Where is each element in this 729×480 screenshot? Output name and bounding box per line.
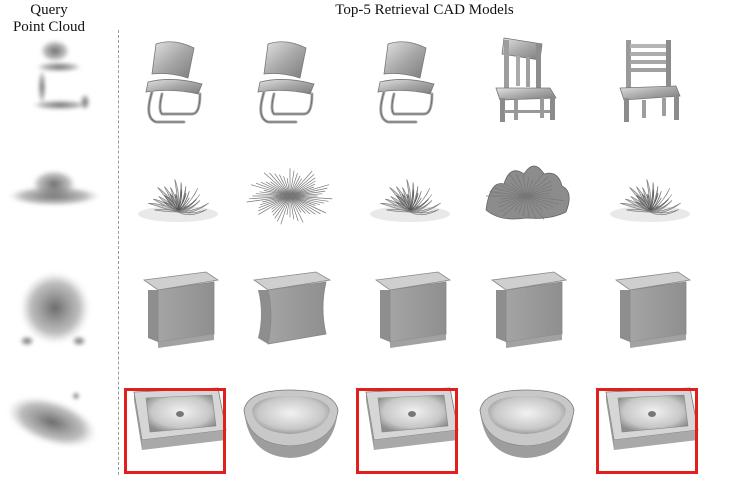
retrieved-leafy-plant-model	[122, 140, 234, 238]
retrieved-curved-dresser-model	[234, 258, 346, 356]
plant-point-cloud	[2, 140, 106, 238]
retrieved-slat-back-chair-model	[594, 30, 706, 128]
retrieved-cantilever-chair-model	[122, 30, 234, 128]
correct-match-highlight	[124, 388, 226, 474]
retrieved-leafy-plant-model	[354, 140, 466, 238]
retrieved-sink-model	[594, 370, 706, 468]
dresser-point-cloud	[2, 258, 106, 356]
query-column-title-line1: Query	[30, 2, 68, 18]
retrieved-dresser-model	[122, 258, 234, 356]
retrieved-spiky-plant-model	[234, 140, 346, 238]
retrieval-column-title: Top-5 Retrieval CAD Models	[335, 2, 514, 18]
correct-match-highlight	[356, 388, 458, 474]
retrieved-sink-model	[354, 370, 466, 468]
chair-point-cloud	[2, 30, 106, 128]
retrieved-sink-model	[122, 370, 234, 468]
retrieved-spindle-back-chair-model	[470, 30, 582, 128]
correct-match-highlight	[596, 388, 698, 474]
retrieved-cantilever-chair-model	[234, 30, 346, 128]
retrieved-dresser-model	[594, 258, 706, 356]
sink-point-cloud	[2, 370, 106, 468]
retrieved-dresser-model	[470, 258, 582, 356]
column-separator	[118, 30, 119, 475]
query-column-title-line2: Point Cloud	[12, 19, 86, 35]
retrieved-bushy-plant-model	[470, 140, 582, 238]
retrieved-dresser-model	[354, 258, 466, 356]
retrieved-cantilever-chair-model	[354, 30, 466, 128]
retrieved-bathtub-model	[470, 370, 582, 468]
retrieved-leafy-plant-model	[594, 140, 706, 238]
retrieved-bathtub-model	[234, 370, 346, 468]
